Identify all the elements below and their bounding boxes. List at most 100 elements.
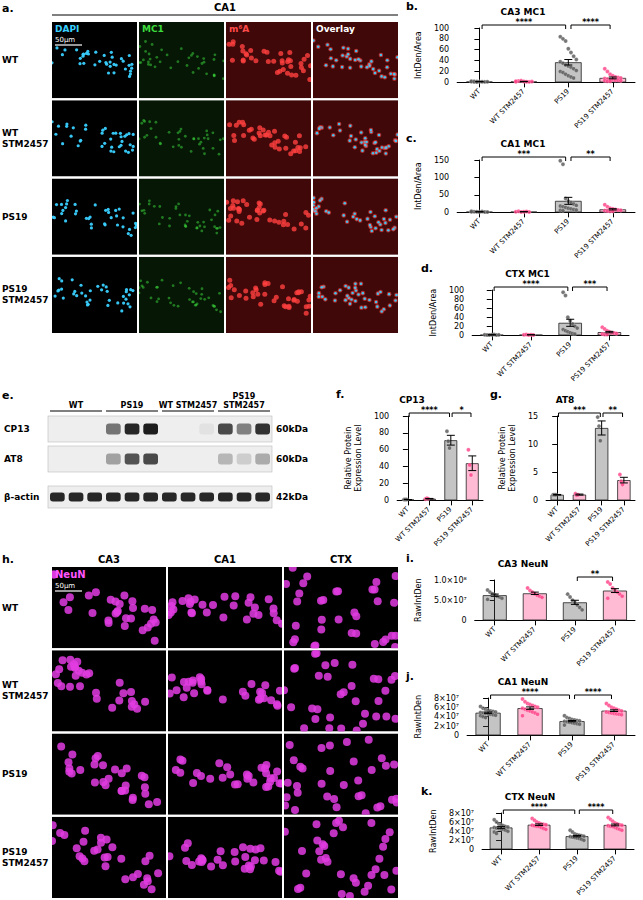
svg-text:****: **** — [515, 18, 533, 27]
svg-text:WT STM2457: WT STM2457 — [489, 88, 527, 126]
svg-text:CA1 NeuN: CA1 NeuN — [498, 677, 549, 687]
svg-text:**: ** — [586, 150, 595, 159]
svg-text:IntDen/Area: IntDen/Area — [414, 162, 423, 210]
svg-text:NeuN: NeuN — [55, 569, 86, 580]
svg-text:**: ** — [591, 570, 600, 579]
svg-text:**: ** — [609, 406, 618, 415]
svg-text:Relative Protein: Relative Protein — [344, 427, 353, 490]
svg-text:****: **** — [523, 280, 541, 289]
svg-text:DAPI: DAPI — [55, 24, 79, 34]
svg-text:WT STM2457: WT STM2457 — [496, 341, 534, 379]
svg-text:20: 20 — [439, 67, 449, 76]
svg-text:STM2457: STM2457 — [2, 691, 49, 701]
svg-text:100: 100 — [434, 173, 449, 182]
svg-text:f.: f. — [336, 388, 344, 401]
svg-text:10: 10 — [528, 440, 538, 449]
svg-text:j.: j. — [405, 670, 414, 683]
svg-text:WT: WT — [2, 603, 19, 613]
svg-text:****: **** — [531, 803, 549, 812]
svg-text:*: * — [459, 406, 464, 415]
svg-text:WT: WT — [2, 680, 19, 690]
svg-text:WT STM2457: WT STM2457 — [159, 401, 218, 410]
svg-text:****: **** — [522, 688, 540, 697]
svg-text:MC1: MC1 — [142, 24, 164, 34]
svg-text:100: 100 — [449, 286, 464, 295]
svg-text:WT: WT — [490, 854, 504, 868]
svg-text:STM2457: STM2457 — [2, 295, 49, 305]
svg-text:0: 0 — [469, 845, 474, 854]
svg-text:150: 150 — [434, 156, 449, 165]
svg-text:Overlay: Overlay — [316, 24, 355, 34]
svg-text:***: *** — [573, 406, 586, 415]
svg-text:WT STM2457: WT STM2457 — [504, 855, 542, 893]
svg-text:CP13: CP13 — [399, 395, 425, 405]
svg-text:****: **** — [582, 18, 600, 27]
svg-text:0: 0 — [384, 496, 389, 505]
svg-text:PS19 STM2457: PS19 STM2457 — [570, 341, 613, 384]
svg-text:WT: WT — [546, 505, 560, 519]
svg-text:WT: WT — [2, 55, 19, 65]
svg-text:h.: h. — [2, 553, 14, 566]
svg-text:PS19: PS19 — [560, 626, 578, 644]
svg-text:WT STM2457: WT STM2457 — [394, 506, 432, 544]
svg-text:0: 0 — [444, 78, 449, 87]
svg-text:CA1: CA1 — [214, 554, 236, 565]
svg-text:a.: a. — [2, 2, 14, 15]
svg-text:1.0×10⁸: 1.0×10⁸ — [434, 576, 467, 585]
svg-text:PS19 STM2457: PS19 STM2457 — [432, 506, 475, 549]
svg-text:WT: WT — [481, 340, 495, 354]
svg-text:42kDa: 42kDa — [276, 492, 308, 502]
svg-text:PS19: PS19 — [2, 847, 28, 857]
svg-text:c.: c. — [406, 132, 417, 145]
svg-text:6×10⁷: 6×10⁷ — [434, 703, 459, 712]
svg-text:PS19 STM2457: PS19 STM2457 — [573, 218, 616, 261]
svg-text:50: 50 — [439, 190, 449, 199]
svg-text:k.: k. — [421, 785, 433, 798]
svg-text:PS19: PS19 — [233, 392, 256, 401]
svg-text:STM2457: STM2457 — [223, 401, 264, 410]
svg-text:WT STM2457: WT STM2457 — [489, 218, 527, 256]
svg-text:****: **** — [421, 406, 439, 415]
svg-text:60kDa: 60kDa — [276, 454, 308, 464]
svg-text:****: **** — [588, 803, 606, 812]
svg-text:PS19: PS19 — [557, 741, 575, 759]
svg-text:WT STM2457: WT STM2457 — [500, 626, 538, 664]
svg-text:0: 0 — [444, 208, 449, 217]
svg-text:WT STM2457: WT STM2457 — [544, 506, 582, 544]
svg-text:***: *** — [584, 280, 597, 289]
svg-text:40: 40 — [454, 313, 464, 322]
svg-text:WT: WT — [397, 505, 411, 519]
svg-text:PS19: PS19 — [2, 212, 28, 222]
svg-text:40: 40 — [379, 462, 389, 471]
svg-text:PS19: PS19 — [586, 506, 604, 524]
svg-text:PS19 STM2457: PS19 STM2457 — [575, 626, 618, 669]
svg-text:CA1: CA1 — [214, 2, 236, 13]
svg-text:60: 60 — [439, 45, 449, 54]
svg-text:80: 80 — [454, 295, 464, 304]
svg-text:2×10⁷: 2×10⁷ — [434, 722, 459, 731]
svg-text:60: 60 — [454, 304, 464, 313]
svg-text:e.: e. — [2, 389, 14, 402]
svg-text:5.0×10⁷: 5.0×10⁷ — [434, 596, 467, 605]
svg-text:60kDa: 60kDa — [276, 424, 308, 434]
svg-text:0: 0 — [454, 731, 459, 740]
svg-text:20: 20 — [379, 479, 389, 488]
svg-text:8×10⁷: 8×10⁷ — [434, 694, 459, 703]
svg-text:20: 20 — [454, 322, 464, 331]
svg-text:β-actin: β-actin — [4, 492, 39, 502]
svg-text:CA3 MC1: CA3 MC1 — [501, 7, 546, 17]
svg-text:WT: WT — [469, 87, 483, 101]
svg-text:50μm: 50μm — [55, 582, 75, 590]
svg-text:RawIntDen: RawIntDen — [414, 578, 423, 622]
svg-text:d.: d. — [421, 262, 433, 275]
svg-text:Relative Protein: Relative Protein — [498, 427, 507, 490]
svg-text:2×10⁷: 2×10⁷ — [449, 836, 474, 845]
svg-text:CP13: CP13 — [4, 424, 30, 434]
svg-text:WT: WT — [469, 217, 483, 231]
svg-text:CTX MC1: CTX MC1 — [505, 269, 550, 279]
svg-text:PS19: PS19 — [121, 401, 144, 410]
svg-text:g.: g. — [490, 388, 502, 401]
svg-text:5: 5 — [533, 468, 538, 477]
svg-text:6×10⁷: 6×10⁷ — [449, 818, 474, 827]
svg-text:RawIntDen: RawIntDen — [414, 695, 423, 739]
